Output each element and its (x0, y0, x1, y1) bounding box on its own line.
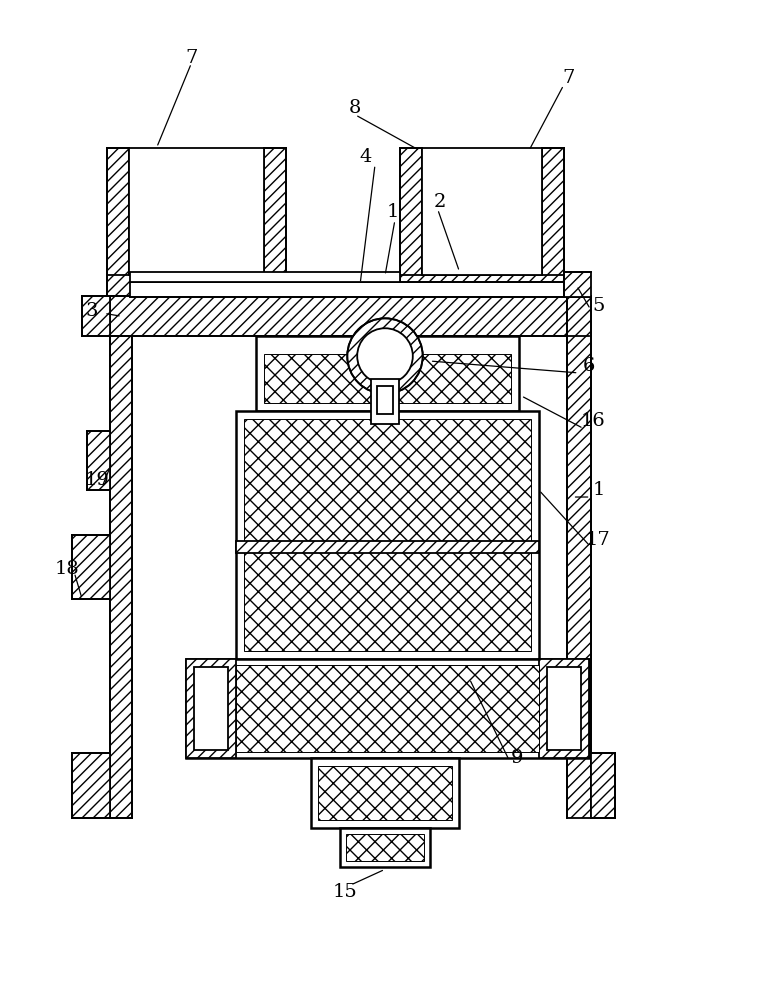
Text: 7: 7 (562, 69, 575, 87)
Text: 16: 16 (581, 412, 606, 430)
Text: 7: 7 (186, 49, 198, 67)
Bar (236, 541, 539, 553)
Bar (82, 296, 110, 336)
Text: 6: 6 (582, 357, 594, 375)
Bar (377, 386, 393, 414)
Text: 18: 18 (55, 560, 79, 578)
Bar (264, 148, 286, 296)
Bar (244, 419, 531, 651)
Bar (365, 336, 405, 354)
Text: 8: 8 (349, 99, 361, 117)
Circle shape (357, 328, 413, 384)
Bar (236, 665, 539, 752)
Bar (110, 296, 588, 336)
Text: 17: 17 (586, 531, 611, 549)
Bar (129, 148, 264, 275)
Bar (422, 148, 542, 275)
Bar (186, 659, 236, 758)
Bar (591, 753, 615, 818)
Bar (346, 834, 424, 861)
Circle shape (347, 318, 423, 394)
Bar (107, 148, 129, 296)
Text: 9: 9 (511, 749, 524, 767)
Bar (310, 758, 460, 828)
Bar (319, 766, 451, 820)
Text: 3: 3 (86, 302, 99, 320)
Bar (539, 659, 588, 758)
Bar (400, 148, 422, 296)
Bar (340, 828, 430, 867)
Text: 2: 2 (434, 193, 446, 211)
Bar (130, 272, 400, 282)
Text: 15: 15 (333, 883, 357, 901)
Bar (130, 282, 588, 297)
Text: 19: 19 (85, 471, 109, 489)
Bar (72, 753, 110, 818)
Bar (110, 336, 132, 818)
Bar (194, 667, 228, 750)
Bar (107, 275, 286, 296)
Bar (186, 659, 588, 758)
Bar (72, 535, 110, 599)
Bar (564, 272, 591, 297)
Bar (256, 336, 519, 411)
Bar (264, 354, 511, 403)
Bar (542, 148, 564, 296)
Text: 4: 4 (359, 148, 371, 166)
Bar (371, 379, 399, 424)
Bar (567, 296, 591, 818)
Bar (400, 275, 564, 296)
Text: 5: 5 (592, 297, 604, 315)
Bar (547, 667, 581, 750)
Text: 1: 1 (592, 481, 604, 499)
Bar (236, 411, 539, 659)
Bar (87, 431, 110, 490)
Text: 1: 1 (387, 203, 399, 221)
